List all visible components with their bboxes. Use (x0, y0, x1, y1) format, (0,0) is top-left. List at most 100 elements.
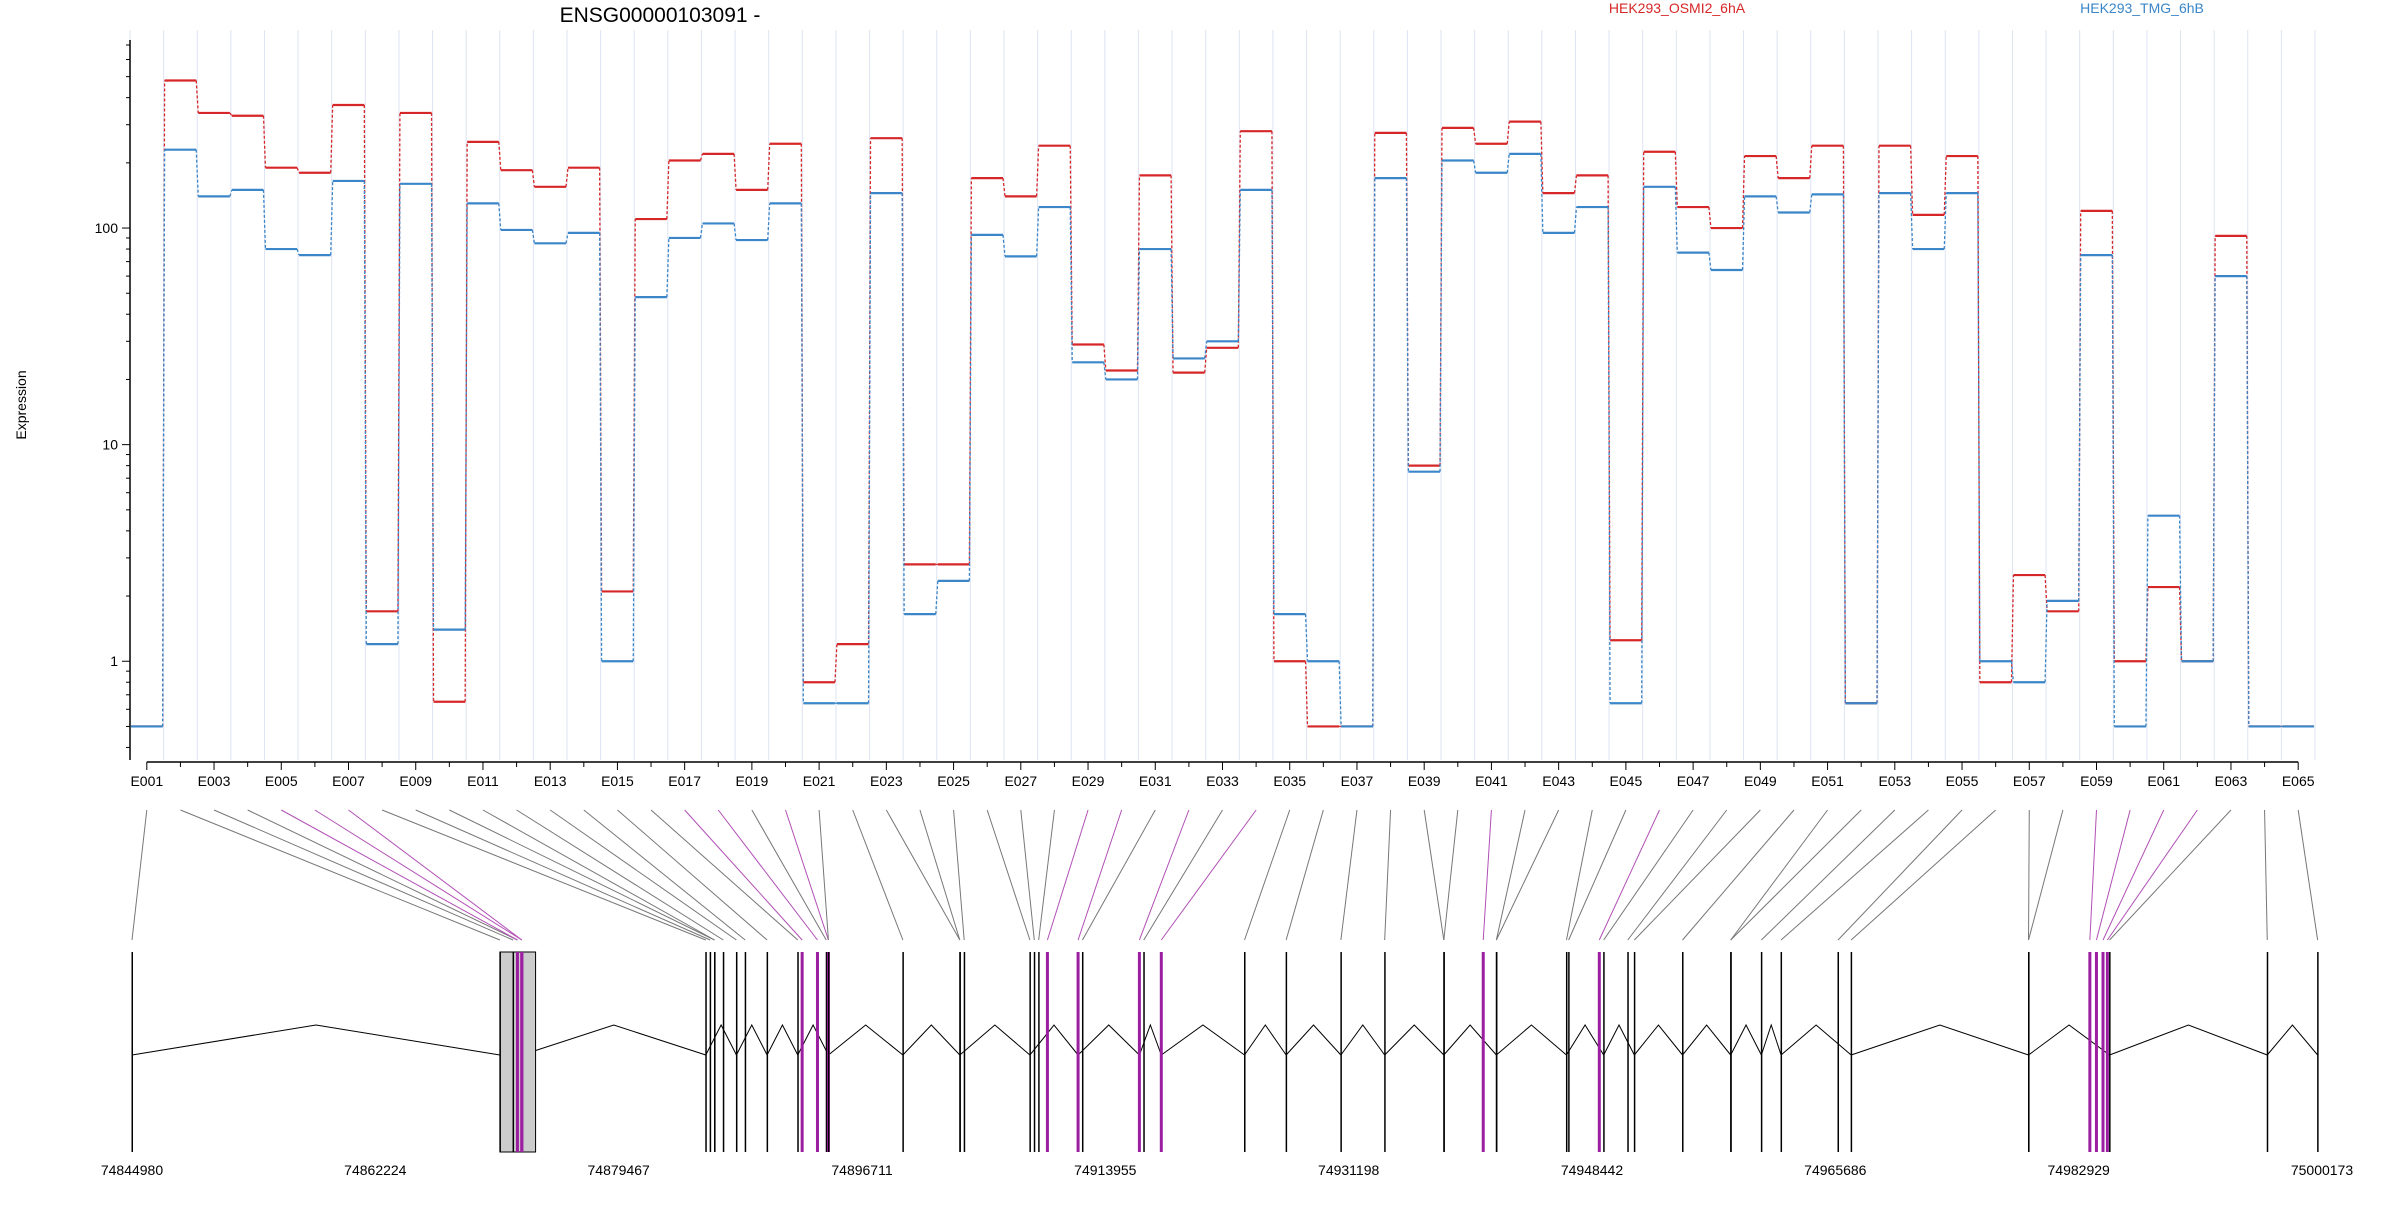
series-connector (1977, 193, 1981, 662)
series-connector (397, 112, 401, 612)
exon-bar (1603, 952, 1605, 1152)
exon-connector (1633, 809, 1761, 941)
exon-connector (1443, 809, 1459, 941)
series-connector (1472, 160, 1477, 173)
exon-connector (1244, 809, 1291, 941)
genome-axis-label: 74948442 (1561, 1162, 1624, 1178)
exon-bar (1481, 952, 1485, 1152)
series-connector (867, 193, 872, 704)
x-tick-label: E011 (467, 773, 499, 789)
chart-title: ENSG00000103091 - (560, 4, 761, 27)
exon-connector (717, 809, 818, 941)
exon-connector (516, 809, 724, 941)
exon-connector (583, 809, 746, 941)
exon-connector-lines (131, 809, 2319, 941)
series-connector (565, 167, 569, 187)
axes: 1 10 100 E001 E003 E005 E007 E009 E011 E013 E015 E0… (95, 40, 2315, 789)
series-connector (699, 223, 704, 239)
series-connector (1809, 194, 1813, 213)
x-tick-label: E059 (2080, 773, 2113, 789)
series-connector (464, 141, 468, 702)
series-connector (1775, 196, 1779, 213)
y-axis-label: Expression (13, 370, 29, 439)
intron-line (2266, 1024, 2319, 1056)
genome-axis-label: 74896711 (831, 1162, 892, 1178)
genome-axis-label: 75000173 (2291, 1162, 2354, 1178)
intron-line (735, 1023, 768, 1056)
exon-bar (1850, 952, 1853, 1152)
series-connector (229, 112, 233, 117)
exon-bar (1076, 952, 1080, 1152)
series-connector (2111, 255, 2115, 727)
intron-line (1780, 1024, 1852, 1056)
exon-connector (213, 809, 514, 941)
x-tick-label: E053 (1878, 773, 1911, 789)
exon-connector (1598, 809, 1660, 941)
exon-bar (1033, 952, 1036, 1152)
exon-connector (2095, 809, 2131, 941)
series-connector (1708, 206, 1712, 229)
genome-axis-label: 74862224 (344, 1162, 407, 1178)
series-connector (1271, 189, 1275, 615)
exon-bar (1760, 952, 1763, 1152)
series-connector (195, 80, 199, 113)
legend-label-tmg: HEK293_TMG_6hB (2080, 0, 2204, 16)
intron-line (1633, 1024, 1683, 1056)
x-tick-label: E003 (198, 773, 231, 789)
x-tick-label: E029 (1072, 773, 1105, 789)
x-tick-label: E015 (601, 773, 634, 789)
x-tick-label: E061 (2147, 773, 2180, 789)
exon-bar (2088, 952, 2092, 1152)
series-connector (1103, 362, 1107, 380)
series-connector (1002, 234, 1006, 257)
series-connector (397, 183, 401, 645)
exon-bar (827, 952, 830, 1152)
series-connector (1876, 193, 1880, 704)
exon-connector (1761, 809, 1896, 941)
x-tick-label: E033 (1206, 773, 1239, 789)
series-connector (1136, 249, 1141, 380)
series-connector (1338, 661, 1342, 727)
intron-line (959, 1024, 1031, 1056)
exon-connector (1340, 809, 1358, 941)
exon-connector (1285, 809, 1324, 941)
exon-bar (1029, 952, 1031, 1152)
x-tick-label: E035 (1273, 773, 1306, 789)
series-connector (1103, 344, 1107, 371)
exon-connector (1082, 809, 1156, 941)
exon-connector (1077, 809, 1123, 941)
genome-axis-label: 74879467 (588, 1162, 651, 1178)
intron-line (1138, 1023, 1162, 1056)
series-connector (1439, 160, 1443, 472)
x-tick-label: E009 (399, 773, 432, 789)
x-tick-label: E055 (1946, 773, 1979, 789)
exon-connector (131, 809, 148, 941)
exon-connector (1046, 809, 1089, 941)
series-layer (131, 79, 2314, 728)
series-connector (1540, 121, 1544, 194)
exon-connector (1495, 809, 1560, 941)
series-connector (1035, 207, 1040, 257)
exon-connector (281, 809, 518, 941)
series-connector (1943, 193, 1947, 250)
exon-bar (2101, 952, 2105, 1152)
series-connector (1170, 249, 1174, 359)
series-connector (1674, 186, 1678, 253)
exon-connector (1038, 809, 1055, 941)
intron-line (1850, 1024, 2029, 1056)
series-connector (834, 644, 838, 683)
exon-connector (986, 809, 1031, 941)
x-tick-label: E001 (130, 773, 163, 789)
exon-bar (2094, 952, 2098, 1152)
exon-connector (1730, 809, 1862, 941)
exon-connector (1627, 809, 1728, 941)
series-connector (1909, 193, 1914, 250)
genome-axis-label: 74931198 (1318, 1162, 1379, 1178)
exon-gridlines (129, 30, 2316, 760)
exon-connector (1682, 809, 1795, 941)
series-connector (531, 170, 536, 187)
exon-bar (1597, 952, 1601, 1152)
exon-connector (885, 809, 961, 941)
exon-bar (709, 952, 712, 1152)
